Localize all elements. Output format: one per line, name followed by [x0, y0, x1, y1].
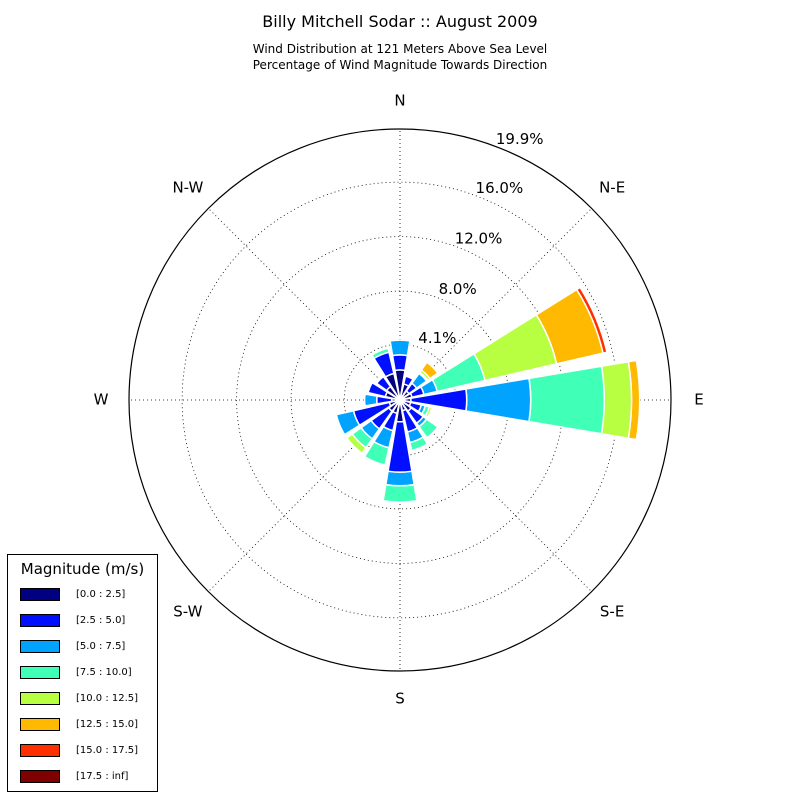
direction-labels: N N-E E S-E S S-W W N-W [94, 92, 704, 708]
legend-swatch [20, 588, 60, 601]
ring-label: 12.0% [455, 230, 503, 248]
ring-labels: 4.1% 8.0% 12.0% 16.0% 19.9% [418, 130, 543, 347]
legend-label: [12.5 : 15.0] [76, 719, 139, 730]
wind-bar-180-bin-3 [382, 483, 418, 503]
wind-bar-0-bin-1 [391, 354, 409, 372]
legend-label: [17.5 : inf] [76, 771, 129, 782]
ring-label: 8.0% [439, 280, 477, 298]
legend-title: Magnitude (m/s) [20, 560, 145, 578]
wind-bar-90-bin-3 [528, 365, 606, 435]
legend-swatch [20, 640, 60, 653]
subtitle-line-2: Percentage of Wind Magnitude Towards Dir… [252, 58, 548, 72]
wind-bar-180-bin-0 [395, 399, 405, 423]
direction-label: E [694, 391, 703, 409]
wind-bar-337.5-bin-0 [384, 372, 401, 401]
wind-bar-67.5-bin-3 [431, 352, 486, 393]
legend-swatch [20, 692, 60, 705]
polar-frame [128, 128, 672, 672]
wind-bar-0-bin-0 [394, 369, 406, 401]
wind-bar-225-bin-0 [387, 399, 401, 413]
ring-label: 19.9% [496, 130, 544, 148]
chart-subtitle: Wind Distribution at 121 Meters Above Se… [0, 41, 800, 73]
wind-bar-0-bin-2 [389, 339, 411, 357]
legend-label: [7.5 : 10.0] [76, 667, 132, 678]
legend-label: [0.0 : 2.5] [76, 589, 126, 600]
wind-bar-270-bin-2 [363, 393, 379, 407]
grid-spoke [208, 208, 401, 401]
legend-swatch [20, 666, 60, 679]
wind-bar-337.5-bin-1 [372, 351, 395, 378]
wind-bar-135-bin-0 [399, 399, 413, 413]
direction-label: S-W [173, 603, 202, 621]
legend-swatch [20, 614, 60, 627]
wind-bar-315-bin-0 [385, 385, 401, 401]
wind-rose-bars [335, 286, 641, 503]
legend-swatch [20, 770, 60, 783]
legend-label: [2.5 : 5.0] [76, 615, 126, 626]
ring-label: 4.1% [418, 329, 456, 347]
direction-label: N-E [599, 178, 625, 196]
legend-swatch [20, 744, 60, 757]
direction-label: S [395, 690, 405, 708]
chart-title: Billy Mitchell Sodar :: August 2009 [262, 12, 538, 31]
wind-bar-90-bin-2 [464, 377, 532, 423]
wind-bar-90-bin-4 [600, 360, 633, 440]
direction-label: S-E [600, 603, 624, 621]
subtitle-line-1: Wind Distribution at 121 Meters Above Se… [252, 42, 548, 56]
legend-label: [10.0 : 12.5] [76, 693, 139, 704]
direction-label: N-W [172, 178, 203, 196]
legend-label: [15.0 : 17.5] [76, 745, 139, 756]
direction-label: W [94, 391, 109, 409]
legend: Magnitude (m/s) [0.0 : 2.5] [2.5 : 5.0] [5… [7, 554, 158, 792]
ring-label: 16.0% [476, 179, 524, 197]
direction-label: N [394, 92, 405, 110]
legend-label: [5.0 : 7.5] [76, 641, 126, 652]
wind-bar-180-bin-2 [384, 470, 416, 487]
legend-swatch [20, 718, 60, 731]
